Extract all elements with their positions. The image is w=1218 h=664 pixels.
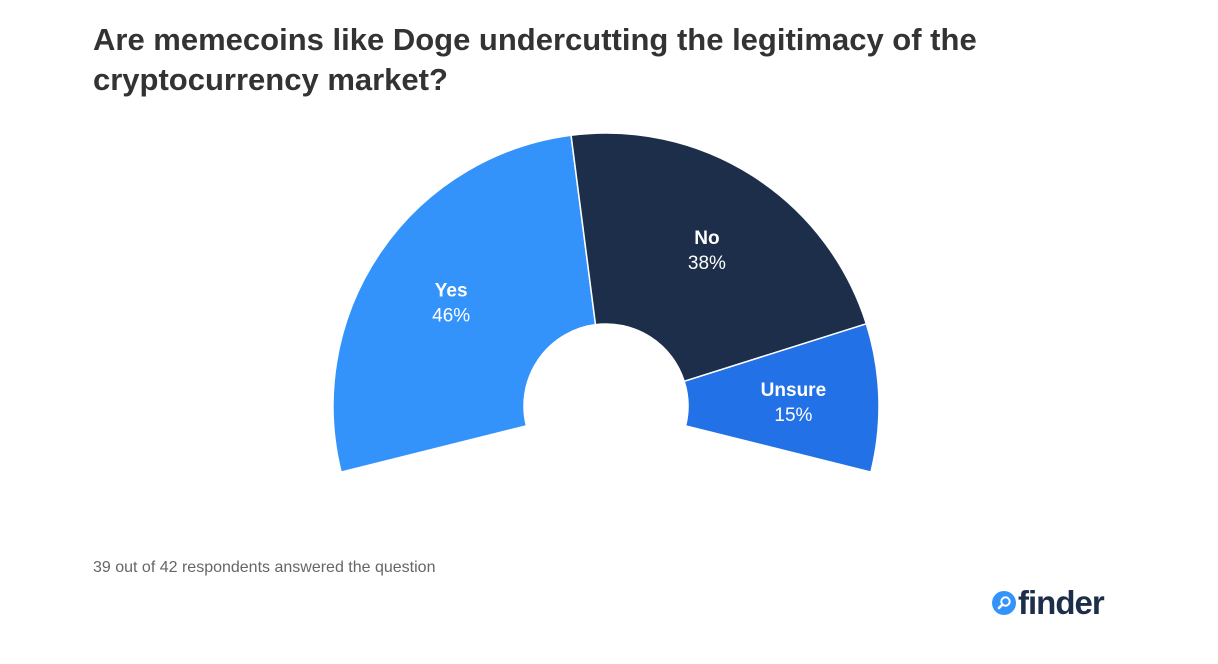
- slice-value-no: 38%: [688, 253, 726, 274]
- magnifier-icon: [992, 591, 1016, 615]
- chart-title: Are memecoins like Doge undercutting the…: [93, 22, 977, 97]
- slice-unsure: [683, 322, 880, 473]
- slice-value-yes: 46%: [432, 305, 470, 326]
- respondents-note: 39 out of 42 respondents answered the qu…: [93, 559, 436, 576]
- slice-no: [570, 132, 868, 383]
- chart-labels: Yes 46% No 38% Unsure 15%: [432, 228, 826, 426]
- finder-logo: finder: [992, 583, 1105, 623]
- brand-name: finder: [1018, 584, 1105, 621]
- slice-value-unsure: 15%: [774, 405, 812, 426]
- slice-yes: [332, 134, 597, 473]
- chart-slices: [332, 132, 880, 473]
- slice-label-no: No: [694, 228, 719, 249]
- slice-label-yes: Yes: [435, 280, 468, 301]
- slice-label-unsure: Unsure: [761, 380, 826, 401]
